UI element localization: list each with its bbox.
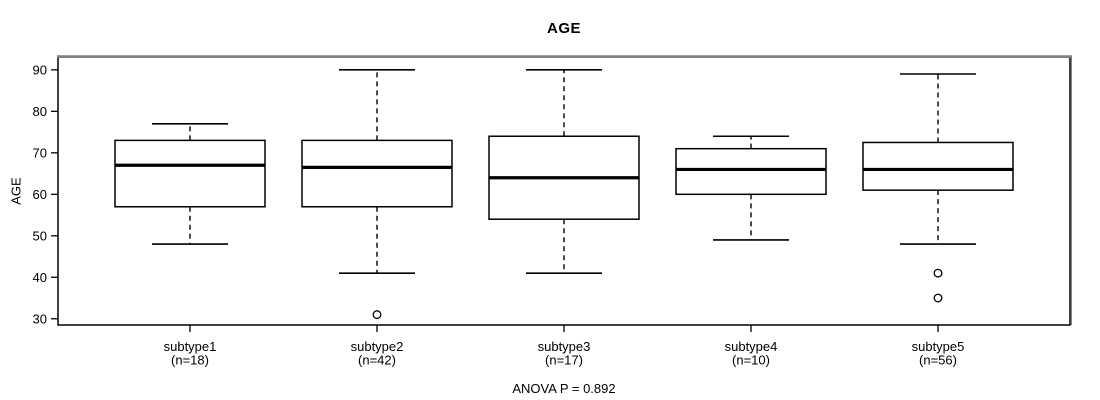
iqr-box	[675, 147, 827, 196]
outlier-point	[372, 310, 382, 320]
boxplot-subtype4	[675, 135, 827, 241]
boxplot-subtype5	[862, 73, 1014, 303]
outlier-point	[933, 268, 943, 278]
x-category-sublabel: (n=10)	[732, 353, 770, 368]
x-category-label: subtype1	[164, 339, 217, 354]
y-tick-label: 90	[33, 62, 47, 77]
y-tick-label: 70	[33, 145, 47, 160]
y-tick-label: 80	[33, 104, 47, 119]
y-tick-label: 50	[33, 228, 47, 243]
x-category-label: subtype3	[538, 339, 591, 354]
x-category-sublabel: (n=42)	[358, 353, 396, 368]
x-category-sublabel: (n=18)	[171, 353, 209, 368]
y-tick-label: 30	[33, 311, 47, 326]
y-tick-label: 60	[33, 187, 47, 202]
iqr-box	[301, 139, 453, 208]
boxplot-subtype1	[114, 122, 266, 245]
outlier-point	[933, 293, 943, 303]
y-tick-label: 40	[33, 270, 47, 285]
iqr-box	[114, 139, 266, 208]
boxplot-subtype2	[301, 69, 453, 320]
x-category-sublabel: (n=17)	[545, 353, 583, 368]
x-category-sublabel: (n=56)	[919, 353, 957, 368]
boxplot-subtype3	[488, 69, 640, 274]
x-category-label: subtype4	[725, 339, 778, 354]
chart-title: AGE	[546, 20, 581, 37]
iqr-box	[862, 141, 1014, 191]
x-category-label: subtype5	[912, 339, 965, 354]
x-category-label: subtype2	[351, 339, 404, 354]
anova-footnote: ANOVA P = 0.892	[512, 381, 616, 396]
